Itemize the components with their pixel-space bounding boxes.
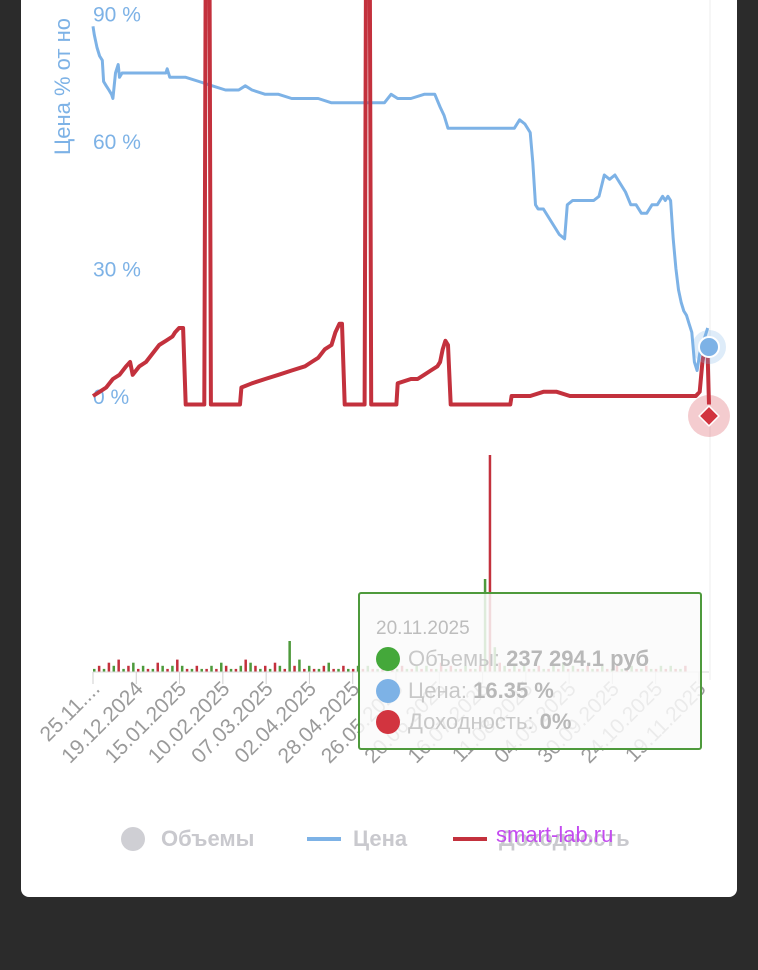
volume-bar (273, 662, 277, 672)
volume-bar (151, 668, 155, 672)
volume-bar (288, 641, 291, 672)
volume-bar (224, 665, 228, 672)
legend-yield-label: Доходность (499, 826, 630, 851)
volume-bar (327, 662, 330, 672)
volume-bar (136, 668, 140, 672)
price-end-marker (698, 336, 720, 358)
yield-end-marker (698, 405, 720, 427)
tooltip-yield-value: 0% (539, 709, 572, 734)
volume-bar (205, 668, 208, 672)
tooltip-yield-label: Доходность: (408, 709, 534, 734)
volume-bar (185, 668, 189, 672)
volume-bar (278, 665, 282, 672)
volume-bar (312, 668, 316, 672)
volume-bar (171, 665, 174, 672)
y-tick-label: 60 % (93, 131, 141, 154)
volume-bar (141, 665, 145, 672)
price-series-line (91, 26, 710, 372)
tooltip-row-volumes: Объемы: 237 294.1 руб (376, 646, 649, 672)
volume-bar (263, 665, 267, 672)
volume-bar (176, 659, 179, 672)
volume-bar (180, 665, 184, 672)
volume-bar (342, 665, 345, 672)
tooltip-row-yield: Доходность: 0% (376, 709, 571, 735)
volume-bar (244, 659, 247, 672)
volume-bar (97, 665, 101, 672)
volume-bar (156, 662, 160, 672)
legend-item-volumes[interactable]: Объемы (121, 826, 254, 852)
chart-card: Цена % от но 90 % 60 % 30 % 0 % 25.11.... 19.1… (21, 0, 737, 897)
volume-bar (293, 665, 296, 672)
chart-tooltip: 20.11.2025 Объемы: 237 294.1 руб Цена: 1… (358, 592, 702, 750)
legend-item-yield[interactable]: Доходность (453, 826, 630, 852)
volume-bar (210, 665, 213, 672)
tooltip-date: 20.11.2025 (376, 618, 470, 639)
volume-bar (102, 668, 106, 672)
legend-item-price[interactable]: Цена (307, 826, 407, 852)
volume-bar (259, 668, 262, 672)
volume-bar (220, 662, 223, 672)
tooltip-row-price: Цена: 16.35 % (376, 678, 554, 704)
volume-bar (195, 665, 199, 672)
volume-bar (190, 668, 194, 672)
volume-bar (122, 668, 125, 672)
tooltip-price-value: 16.35 % (473, 678, 554, 703)
price-legend-marker (307, 837, 341, 841)
volume-bar (283, 668, 287, 672)
tooltip-price-label: Цена: (408, 678, 468, 703)
y-axis-label: Цена % от но (50, 18, 75, 155)
volume-bar (161, 665, 164, 672)
volume-bar (234, 668, 238, 672)
volume-bar (146, 668, 150, 672)
tooltip-volumes-value: 237 294.1 руб (506, 646, 650, 671)
volume-bar (132, 662, 135, 672)
volume-bar (303, 668, 306, 672)
volume-bar (117, 659, 120, 672)
volume-bar (337, 668, 340, 672)
watermark: smart-lab.ru (496, 822, 614, 847)
y-tick-label: 30 % (93, 259, 141, 282)
yield-dot-icon (376, 710, 400, 734)
yield-series-line (91, 0, 711, 407)
volume-bar (239, 665, 243, 672)
volume-bar (249, 662, 252, 672)
volume-bar (215, 668, 218, 672)
volume-bar (166, 668, 169, 672)
legend-volumes-label: Объемы (161, 826, 255, 851)
volume-bar (347, 668, 350, 672)
price-dot-icon (376, 679, 400, 703)
volumes-legend-marker (121, 827, 145, 851)
volume-bar (351, 668, 355, 672)
volume-bar (93, 668, 96, 672)
volumes-dot-icon (376, 647, 400, 671)
tooltip-volumes-label: Объемы: (408, 646, 501, 671)
volume-bar (107, 662, 111, 672)
volume-bar (332, 668, 335, 672)
y-tick-label: 0 % (93, 386, 129, 409)
volume-bar (317, 668, 321, 672)
legend-price-label: Цена (353, 826, 408, 851)
volume-bar (200, 668, 203, 672)
volume-bar (254, 665, 257, 672)
volume-bar (229, 668, 233, 672)
volume-bar (298, 659, 301, 672)
volume-bar (488, 455, 492, 672)
volume-bar (112, 665, 116, 672)
volume-bar (268, 668, 272, 672)
volume-bar (307, 665, 311, 672)
volume-bar (127, 665, 130, 672)
y-tick-label: 90 % (93, 4, 141, 27)
yield-legend-marker (453, 837, 487, 841)
volume-bar (322, 665, 326, 672)
